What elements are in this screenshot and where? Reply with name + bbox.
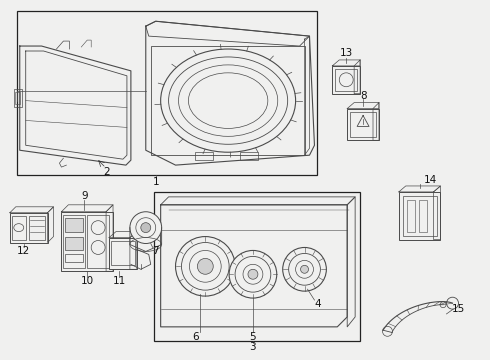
Text: 11: 11 [112,276,125,286]
Bar [109,238,137,269]
Text: 6: 6 [192,332,199,342]
Text: 14: 14 [424,175,437,185]
Text: 2: 2 [103,167,109,177]
Bar [335,69,357,91]
Bar [399,192,441,239]
Bar [151,46,305,155]
Bar [65,237,83,251]
Bar [65,218,83,231]
Bar [350,112,376,137]
Ellipse shape [141,223,151,233]
Ellipse shape [283,247,326,291]
Text: 12: 12 [17,247,30,256]
Bar [12,216,25,239]
Bar [15,92,20,104]
Ellipse shape [197,258,213,274]
Text: 7: 7 [152,247,159,256]
Bar [87,215,109,268]
Bar [347,109,379,140]
Text: 4: 4 [314,299,321,309]
Bar [63,215,85,268]
Bar [332,66,360,94]
Text: 1: 1 [152,177,159,187]
Bar [407,200,415,231]
Text: 10: 10 [81,276,94,286]
Ellipse shape [300,265,309,273]
Text: 15: 15 [452,304,465,314]
Bar [17,11,318,175]
Bar [14,89,22,107]
Ellipse shape [248,269,258,279]
Bar [61,212,113,271]
Text: 9: 9 [81,191,88,201]
Ellipse shape [189,73,268,129]
Bar [403,196,437,235]
Bar [111,240,135,265]
Bar [240,152,258,160]
Ellipse shape [130,212,162,243]
Bar [65,255,83,262]
Text: 13: 13 [340,48,353,58]
Ellipse shape [175,237,235,296]
Bar [418,200,427,231]
Text: 5: 5 [249,332,256,342]
Ellipse shape [229,251,277,298]
Bar [10,213,48,243]
Bar [29,216,45,239]
Text: 3: 3 [249,342,256,352]
Text: 8: 8 [360,91,367,101]
Bar [154,192,360,341]
Bar [196,152,213,160]
